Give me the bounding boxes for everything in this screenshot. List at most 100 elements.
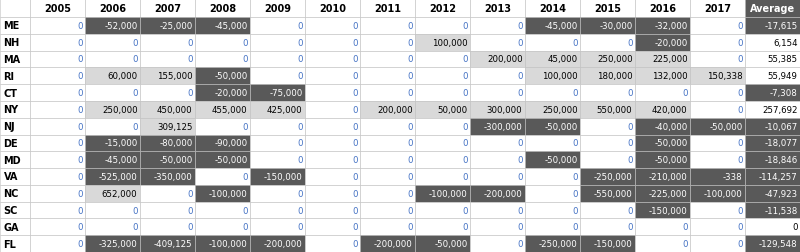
Text: 0: 0 — [407, 155, 413, 165]
Bar — [305, 0, 360, 18]
Bar — [525, 185, 580, 202]
Bar — [415, 18, 470, 35]
Text: 0: 0 — [297, 55, 302, 64]
Text: 0: 0 — [517, 22, 522, 31]
Bar — [195, 168, 250, 185]
Bar — [250, 35, 305, 51]
Text: -100,000: -100,000 — [704, 189, 742, 198]
Text: 0: 0 — [407, 89, 413, 98]
Bar — [0, 135, 30, 152]
Text: -200,000: -200,000 — [374, 239, 413, 248]
Bar — [415, 168, 470, 185]
Text: Average: Average — [750, 4, 795, 14]
Bar — [635, 185, 690, 202]
Text: 0: 0 — [352, 89, 358, 98]
Bar — [250, 118, 305, 135]
Bar — [30, 35, 85, 51]
Bar — [525, 68, 580, 85]
Text: 425,000: 425,000 — [267, 105, 302, 114]
Bar — [580, 135, 635, 152]
Text: 0: 0 — [77, 206, 82, 215]
Text: 2008: 2008 — [209, 4, 236, 14]
Text: 55,385: 55,385 — [767, 55, 798, 64]
Bar — [140, 152, 195, 168]
Bar — [305, 18, 360, 35]
Bar — [415, 85, 470, 102]
Bar — [745, 102, 800, 118]
Bar — [360, 0, 415, 18]
Bar — [690, 85, 745, 102]
Text: 0: 0 — [132, 206, 138, 215]
Bar — [635, 152, 690, 168]
Text: 100,000: 100,000 — [432, 39, 467, 47]
Text: 0: 0 — [297, 223, 302, 231]
Text: 2005: 2005 — [44, 4, 71, 14]
Bar — [580, 0, 635, 18]
Bar — [745, 51, 800, 68]
Text: 455,000: 455,000 — [212, 105, 247, 114]
Bar — [580, 102, 635, 118]
Text: 0: 0 — [572, 223, 578, 231]
Text: 0: 0 — [297, 155, 302, 165]
Bar — [30, 235, 85, 252]
Text: DE: DE — [3, 138, 18, 148]
Text: -250,000: -250,000 — [594, 172, 633, 181]
Text: -50,000: -50,000 — [434, 239, 467, 248]
Bar — [745, 152, 800, 168]
Text: 2017: 2017 — [704, 4, 731, 14]
Text: 0: 0 — [132, 122, 138, 131]
Text: 0: 0 — [77, 155, 82, 165]
Bar — [85, 118, 140, 135]
Bar — [30, 68, 85, 85]
Bar — [305, 168, 360, 185]
Text: 0: 0 — [297, 72, 302, 81]
Bar — [85, 135, 140, 152]
Text: MA: MA — [3, 55, 21, 65]
Bar — [0, 185, 30, 202]
Text: 0: 0 — [517, 239, 522, 248]
Bar — [140, 185, 195, 202]
Text: -18,846: -18,846 — [764, 155, 798, 165]
Text: 0: 0 — [737, 139, 742, 148]
Text: 0: 0 — [572, 189, 578, 198]
Bar — [690, 135, 745, 152]
Bar — [85, 202, 140, 218]
Bar — [745, 35, 800, 51]
Bar — [30, 202, 85, 218]
Text: 2013: 2013 — [484, 4, 511, 14]
Bar — [305, 235, 360, 252]
Bar — [140, 118, 195, 135]
Text: 420,000: 420,000 — [652, 105, 687, 114]
Text: 0: 0 — [517, 206, 522, 215]
Text: 0: 0 — [517, 223, 522, 231]
Text: -52,000: -52,000 — [104, 22, 138, 31]
Text: 0: 0 — [462, 223, 467, 231]
Text: 0: 0 — [737, 239, 742, 248]
Text: 0: 0 — [297, 189, 302, 198]
Text: 0: 0 — [187, 206, 193, 215]
Bar — [85, 18, 140, 35]
Text: 0: 0 — [77, 22, 82, 31]
Bar — [745, 218, 800, 235]
Bar — [745, 235, 800, 252]
Bar — [635, 202, 690, 218]
Text: 0: 0 — [352, 122, 358, 131]
Bar — [250, 0, 305, 18]
Bar — [360, 185, 415, 202]
Text: 0: 0 — [297, 39, 302, 47]
Bar — [470, 68, 525, 85]
Text: 0: 0 — [737, 223, 742, 231]
Bar — [415, 68, 470, 85]
Bar — [30, 185, 85, 202]
Text: 0: 0 — [737, 39, 742, 47]
Bar — [580, 18, 635, 35]
Bar — [195, 218, 250, 235]
Text: 0: 0 — [297, 139, 302, 148]
Bar — [360, 218, 415, 235]
Bar — [525, 152, 580, 168]
Text: 225,000: 225,000 — [652, 55, 687, 64]
Bar — [525, 0, 580, 18]
Text: 250,000: 250,000 — [102, 105, 138, 114]
Text: -17,615: -17,615 — [764, 22, 798, 31]
Bar — [0, 218, 30, 235]
